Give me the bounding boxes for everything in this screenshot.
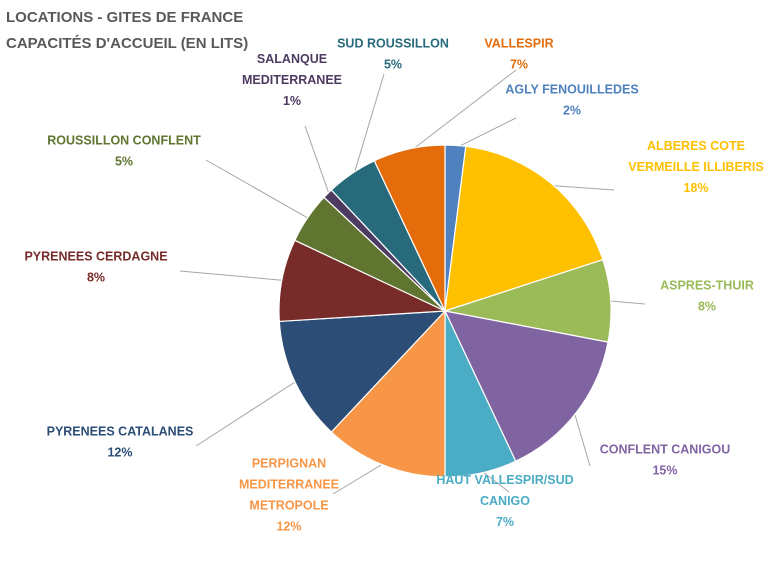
data-labels: AGLY FENOUILLEDES 2% ALBERES COTE VERMEILLE… xyxy=(24,37,763,534)
pie-slice-6 xyxy=(330,309,446,478)
chart-title-line-2: CAPACITÉS D'ACCUEIL (EN LITS) xyxy=(6,35,248,52)
data-label-10: SALANQUE MEDITERRANEE 1% xyxy=(242,52,342,108)
data-label-11: SUD ROUSSILLON 5% xyxy=(337,37,449,72)
leader-line-3 xyxy=(607,300,646,305)
leader-line-5 xyxy=(480,469,510,493)
leader-line-1 xyxy=(454,117,517,149)
pie-slice-4 xyxy=(443,310,609,462)
pie-slice-2 xyxy=(444,145,604,312)
data-label-5: HAUT VALLESPIR/SUD CANIGO 7% xyxy=(436,473,573,529)
leader-line-10 xyxy=(304,125,331,196)
leader-line-12 xyxy=(409,69,517,153)
leader-line-4 xyxy=(573,410,591,467)
leader-line-2 xyxy=(548,184,615,191)
pie-slice-12 xyxy=(373,144,446,312)
data-label-9: ROUSSILLON CONFLENT 5% xyxy=(47,134,201,169)
data-label-2: ALBERES COTE VERMEILLE ILLIBERIS 18% xyxy=(628,139,763,195)
data-label-8: PYRENEES CERDAGNE 8% xyxy=(24,250,167,285)
data-label-3: ASPRES-THUIR 8% xyxy=(660,279,754,314)
leader-line-9 xyxy=(205,159,311,220)
leader-line-8 xyxy=(179,270,285,281)
leader-line-7 xyxy=(195,379,298,447)
leader-line-11 xyxy=(352,73,385,177)
pie-slices xyxy=(278,144,612,478)
pie-slice-7 xyxy=(278,310,447,433)
data-label-7: PYRENEES CATALANES 12% xyxy=(47,425,194,460)
data-label-12: VALLESPIR 7% xyxy=(484,37,553,72)
data-label-1: AGLY FENOUILLEDES 2% xyxy=(505,83,638,118)
data-label-6: PERPIGNAN MEDITERRANEE METROPOLE 12% xyxy=(239,457,339,534)
chart-title-line-1: LOCATIONS - GITES DE FRANCE xyxy=(6,9,243,26)
leader-lines xyxy=(179,69,646,495)
leader-line-6 xyxy=(332,462,386,495)
data-label-4: CONFLENT CANIGOU 15% xyxy=(600,443,731,478)
